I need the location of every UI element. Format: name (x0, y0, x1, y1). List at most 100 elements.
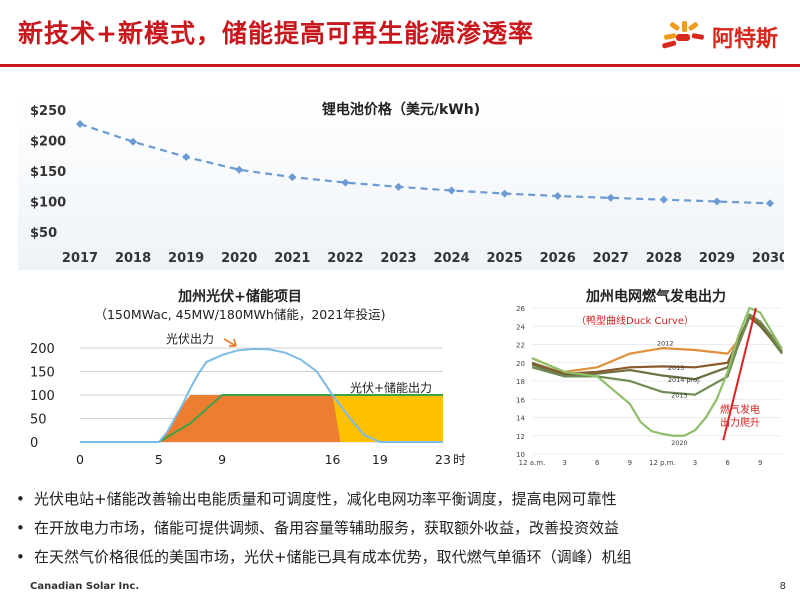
ramp-indicator-line (722, 307, 757, 441)
x-tick-label: 23 (435, 452, 451, 467)
x-tick-label: 5 (155, 452, 163, 467)
x-tick-label: 2029 (699, 251, 735, 266)
brand-name: 阿特斯 (711, 27, 778, 52)
brand-logo: 阿特斯 (660, 20, 778, 54)
data-point (341, 178, 350, 187)
data-point (500, 189, 509, 198)
x-tick-label: 0 (76, 452, 84, 467)
data-point (76, 120, 84, 129)
data-point (712, 197, 721, 206)
y-tick-label: 20 (516, 360, 525, 368)
x-tick-label: 9 (628, 459, 632, 467)
bullet-item: 在天然气价格很低的美国市场，光伏+储能已具有成本优势，取代燃气单循环（调峰）机组 (16, 543, 786, 572)
x-tick-label: 3 (693, 459, 697, 467)
x-tick-label: 2024 (433, 251, 469, 266)
solar-storage-panel: 加州光伏+储能项目 （150MWac, 45MW/180MWh储能，2021年投运… (18, 282, 486, 472)
storage-series-label: 光伏+储能出力 (350, 380, 432, 395)
data-point (235, 165, 244, 174)
y-tick-label: 200 (30, 342, 55, 357)
y-tick-label: 24 (516, 323, 525, 331)
page-title: 新技术+新模式，储能提高可再生能源渗透率 (18, 19, 534, 48)
x-tick-label: 2020 (221, 251, 257, 266)
duck-series-line (531, 316, 783, 381)
x-tick-label: 2017 (62, 251, 98, 266)
x-unit-label: 时 (453, 452, 466, 467)
company-footer: Canadian Solar Inc. (30, 581, 140, 592)
x-tick-label: 2018 (115, 251, 151, 266)
y-tick-label: 150 (30, 366, 55, 381)
y-tick-label: 50 (30, 413, 47, 428)
y-tick-label: $200 (30, 135, 66, 150)
chart-title: 锂电池价格（美元/kWh) (322, 101, 480, 118)
data-point (288, 173, 297, 182)
y-tick-label: 10 (516, 451, 525, 459)
data-point (129, 137, 138, 146)
data-point (394, 182, 403, 191)
x-tick-label: 2030 (752, 251, 784, 266)
x-tick-label: 9 (218, 452, 226, 467)
price-line (79, 122, 771, 205)
series-label: 2015 (671, 391, 688, 399)
chart-title: 加州光伏+储能项目 (177, 288, 302, 305)
y-tick-label: $250 (30, 104, 66, 119)
x-tick-label: 9 (758, 459, 762, 467)
series-label: 2012 (657, 339, 674, 347)
x-tick-label: 2028 (646, 251, 682, 266)
y-tick-label: 26 (516, 305, 525, 313)
x-tick-label: 6 (595, 459, 600, 467)
bullet-item: 在开放电力市场，储能可提供调频、备用容量等辅助服务，获取额外收益，改善投资效益 (16, 514, 786, 543)
y-tick-label: 16 (516, 396, 525, 404)
duck-series-line (531, 306, 783, 437)
pv-series-label: 光伏出力 (166, 332, 214, 346)
series-label: 2013 (668, 364, 685, 372)
duck-curve-panel: 加州电网燃气发电出力 26 24 22 20 18 16 14 12 10 12 a.m. 3 6 9 12… (506, 282, 790, 472)
data-point (766, 199, 774, 208)
ramp-annotation-line2: 出力爬升 (720, 416, 760, 429)
y-tick-label: 22 (516, 342, 525, 350)
charging-area (158, 395, 341, 442)
x-tick-label: 2025 (487, 251, 523, 266)
x-tick-label: 6 (725, 459, 730, 467)
data-point (553, 192, 562, 201)
x-tick-label: 19 (372, 452, 388, 467)
x-tick-label: 12 a.m. (519, 459, 546, 467)
pv-output-line (80, 347, 443, 443)
chart-title: 加州电网燃气发电出力 (585, 288, 726, 305)
duck-curve-annotation: （鸭型曲线Duck Curve） (576, 314, 694, 327)
chart-subtitle: （150MWac, 45MW/180MWh储能，2021年投运) (94, 307, 385, 322)
ramp-annotation-line1: 燃气发电 (720, 403, 760, 416)
page-number: 8 (779, 581, 786, 592)
y-tick-label: 100 (30, 389, 55, 404)
series-label: 2020 (671, 439, 688, 447)
data-point (182, 152, 191, 161)
series-label: 2014 proj. (668, 376, 701, 384)
y-tick-label: $50 (30, 226, 57, 241)
bullet-item: 光伏电站+储能改善输出电能质量和可调度性，减化电网功率平衡调度，提高电网可靠性 (16, 485, 786, 514)
x-tick-label: 2023 (380, 251, 416, 266)
bullet-list: 光伏电站+储能改善输出电能质量和可调度性，减化电网功率平衡调度，提高电网可靠性 … (16, 485, 786, 572)
y-tick-label: 12 (516, 433, 525, 441)
data-point (447, 186, 456, 195)
title-divider (0, 64, 800, 67)
x-tick-label: 2022 (327, 251, 363, 266)
solar-storage-chart: 加州光伏+储能项目 （150MWac, 45MW/180MWh储能，2021年投运… (30, 288, 466, 467)
x-tick-label: 2021 (274, 251, 310, 266)
x-tick-label: 12 p.m. (649, 459, 676, 467)
y-tick-label: $100 (30, 196, 66, 211)
battery-price-chart: 锂电池价格（美元/kWh) $250 $200 $150 $100 $50 2017 2018… (30, 101, 788, 266)
duck-series-line (531, 316, 783, 375)
y-tick-label: 14 (516, 415, 525, 423)
x-tick-label: 3 (562, 459, 566, 467)
x-tick-label: 16 (325, 452, 341, 467)
sun-icon (662, 21, 704, 49)
battery-price-panel: 锂电池价格（美元/kWh) $250 $200 $150 $100 $50 2017 2018… (18, 92, 788, 270)
x-tick-label: 2026 (540, 251, 576, 266)
y-tick-label: $150 (30, 165, 66, 180)
data-point (659, 195, 668, 204)
arrow-icon (223, 338, 237, 347)
x-tick-label: 2019 (168, 251, 204, 266)
y-tick-label: 0 (30, 436, 38, 451)
data-point (606, 193, 615, 202)
x-tick-label: 2027 (593, 251, 629, 266)
